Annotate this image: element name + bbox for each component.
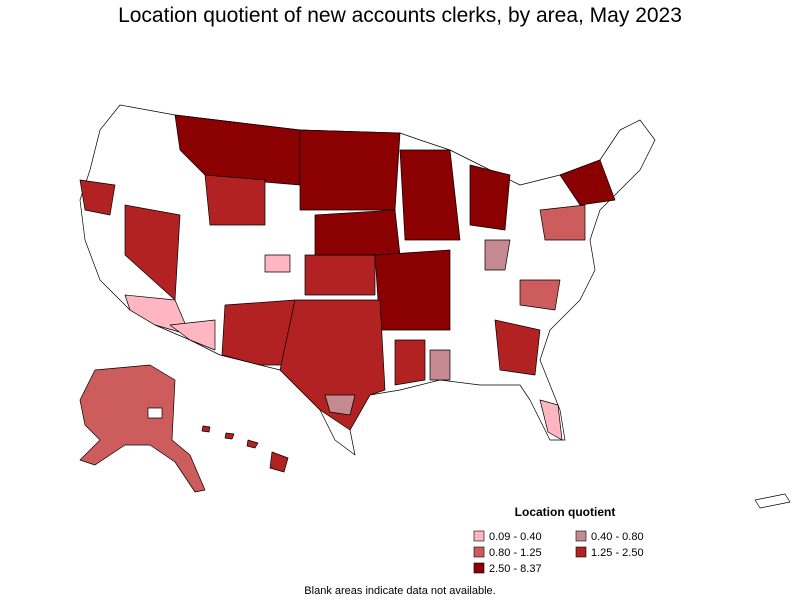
- puerto-rico: [754, 493, 791, 509]
- legend-label: 1.25 - 2.50: [591, 547, 644, 559]
- region: [324, 394, 356, 416]
- legend: 0.09 - 0.40 0.40 - 0.80 0.80 - 1.25 1.25 - …: [473, 530, 644, 575]
- region: [314, 209, 401, 256]
- island: [269, 451, 289, 473]
- region: [374, 249, 451, 331]
- legend-swatch: [575, 546, 587, 558]
- region: [559, 159, 616, 206]
- island: [224, 432, 235, 440]
- island: [246, 439, 259, 449]
- legend-swatch: [473, 530, 485, 542]
- region: [469, 164, 511, 231]
- island: [201, 425, 211, 433]
- legend-swatch: [473, 562, 485, 574]
- legend-label: 0.80 - 1.25: [489, 547, 542, 559]
- map-title: Location quotient of new accounts clerks…: [118, 4, 682, 27]
- legend-swatch: [575, 530, 587, 542]
- region: [221, 299, 296, 366]
- region: [79, 179, 116, 216]
- region: [299, 129, 401, 211]
- region: [264, 254, 291, 273]
- region: [484, 239, 511, 271]
- region: [394, 339, 426, 386]
- legend-label: 0.09 - 0.40: [489, 531, 542, 543]
- region: [169, 319, 216, 351]
- alaska: [79, 364, 206, 493]
- region: [304, 254, 376, 296]
- region: [539, 399, 563, 441]
- region: [279, 299, 386, 431]
- map-regions: [79, 114, 616, 441]
- region: [204, 174, 266, 226]
- hawaii: [201, 425, 289, 473]
- region: [429, 349, 451, 381]
- legend-title: Location quotient: [515, 505, 616, 519]
- region: [539, 204, 586, 241]
- legend-label: 0.40 - 0.80: [591, 531, 644, 543]
- region: [519, 279, 561, 311]
- legend-swatch: [473, 546, 485, 558]
- footnote: Blank areas indicate data not available.: [304, 585, 495, 597]
- alaska-blank: [147, 407, 163, 419]
- legend-label: 2.50 - 8.37: [489, 563, 542, 575]
- region: [399, 149, 461, 241]
- region: [494, 319, 541, 376]
